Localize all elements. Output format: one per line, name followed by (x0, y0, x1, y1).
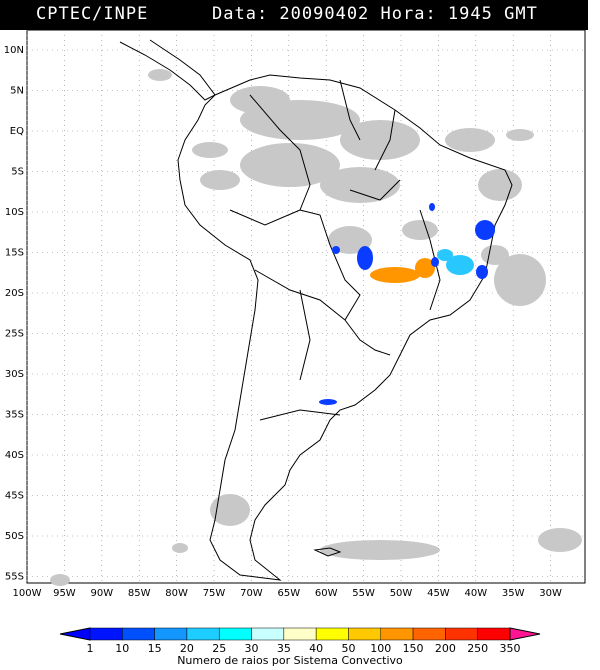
lat-label: 30S (5, 369, 24, 380)
colorbar-max-arrow (509, 627, 541, 641)
colorbar-segment (218, 627, 252, 641)
colorbar-tick-label: 35 (277, 642, 291, 655)
latitude-labels: 10N 5N EQ 5S 10S 15S 20S 25S 30S 35S 40S 45S 50S 55S (4, 45, 24, 583)
colorbar-segment (445, 627, 478, 641)
colorbar-segment (477, 627, 511, 641)
colorbar-segment (122, 627, 155, 641)
lat-label: 55S (5, 572, 24, 583)
lat-label: 10S (5, 207, 24, 218)
lat-label: 15S (5, 248, 24, 259)
colorbar-caption: Numero de raios por Sistema Convectivo (177, 654, 403, 667)
colorbar-tick-label: 30 (245, 642, 259, 655)
lat-label: 5S (11, 167, 24, 178)
lat-label: 50S (5, 531, 24, 542)
lon-label: 35W (502, 588, 525, 599)
south-america-outline (177, 74, 513, 581)
convective-systems (319, 203, 495, 405)
central-america-outline (119, 39, 216, 101)
colorbar-tick-label: 250 (467, 642, 488, 655)
colorbar-tick-label: 150 (403, 642, 424, 655)
colorbar-tick-label: 20 (180, 642, 194, 655)
lon-label: 85W (128, 588, 151, 599)
timestamp-label: Data: 20090402 Hora: 1945 GMT (212, 4, 538, 24)
lon-label: 40W (464, 588, 487, 599)
colorbar-tick-label: 10 (115, 642, 129, 655)
colorbar-ticks: 1 10 15 20 25 30 35 40 50 100 150 200 250 350 (87, 642, 521, 655)
lat-label: EQ (10, 126, 24, 137)
colorbar-segment (348, 627, 382, 641)
lat-label: 25S (5, 329, 24, 340)
lon-label: 95W (53, 588, 76, 599)
title-bar: CPTEC/INPE Data: 20090402 Hora: 1945 GMT (0, 0, 588, 30)
colorbar-tick-label: 25 (212, 642, 226, 655)
colorbar-tick-label: 350 (500, 642, 521, 655)
brazil-border (249, 94, 391, 356)
lon-label: 65W (277, 588, 300, 599)
longitude-labels: 100W 95W 90W 85W 80W 75W 70W 65W 60W 55W 50W 45W 40W… (13, 588, 563, 599)
colorbar-tick-label: 100 (370, 642, 391, 655)
colorbar-segment (186, 627, 220, 641)
lat-label: 35S (5, 410, 24, 421)
lon-label: 75W (203, 588, 226, 599)
colorbar-tick-label: 200 (435, 642, 456, 655)
falkland-islands (313, 547, 342, 557)
colorbar-segment (251, 627, 285, 641)
colorbar-tick-label: 15 (148, 642, 162, 655)
lon-label: 50W (390, 588, 413, 599)
colorbar-segment (315, 627, 349, 641)
colorbar-segment (380, 627, 414, 641)
lat-label: 10N (4, 45, 24, 56)
lon-label: 60W (315, 588, 338, 599)
lat-label: 5N (10, 86, 24, 97)
lon-label: 90W (90, 588, 113, 599)
colorbar-tick-label: 1 (87, 642, 94, 655)
colorbar-segment (89, 627, 123, 641)
lon-label: 80W (165, 588, 188, 599)
colorbar-segment (412, 627, 446, 641)
cloud-cover (50, 69, 582, 586)
colorbar-min-arrow (59, 627, 91, 641)
colorbar (59, 627, 541, 641)
lon-label: 45W (427, 588, 450, 599)
lon-label: 100W (13, 588, 42, 599)
source-label: CPTEC/INPE (36, 4, 149, 24)
lon-label: 30W (539, 588, 562, 599)
colorbar-segment (283, 627, 317, 641)
lon-label: 70W (240, 588, 263, 599)
lat-label: 20S (5, 288, 24, 299)
lon-label: 55W (352, 588, 375, 599)
lat-label: 45S (5, 491, 24, 502)
colorbar-tick-label: 40 (309, 642, 323, 655)
colorbar-segment (154, 627, 188, 641)
colorbar-tick-label: 50 (341, 642, 355, 655)
lat-label: 40S (5, 450, 24, 461)
